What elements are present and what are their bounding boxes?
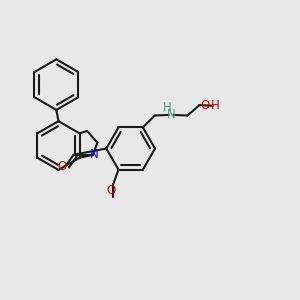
Text: O: O — [200, 99, 210, 112]
Text: O: O — [57, 160, 66, 173]
Text: N: N — [167, 108, 176, 122]
Text: H: H — [211, 99, 220, 112]
Text: O: O — [106, 184, 116, 197]
Text: H: H — [163, 101, 172, 114]
Text: N: N — [90, 148, 99, 161]
